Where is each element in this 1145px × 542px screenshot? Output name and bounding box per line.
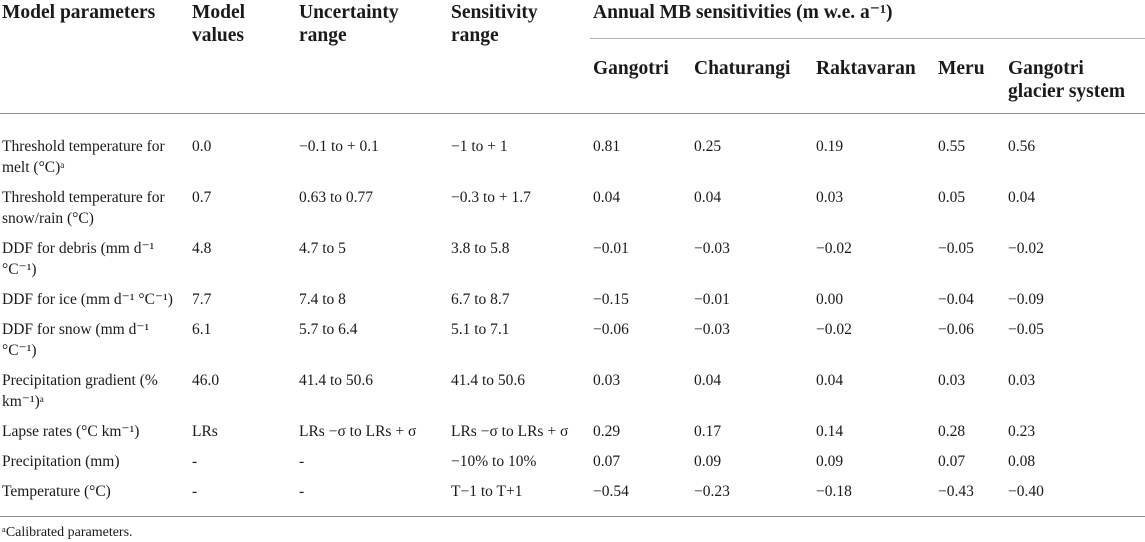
raktavaran-value: 0.03: [816, 189, 844, 206]
chaturangi-value: −0.03: [694, 321, 730, 338]
gangotri-value: 0.81: [593, 138, 621, 155]
sensitivity-range: 5.1 to 7.1: [451, 321, 510, 338]
param-name: Lapse rates (°C km⁻¹): [2, 423, 140, 440]
uncertainty-range: -: [299, 453, 305, 470]
group-divider: [590, 38, 1145, 39]
meru-value: −0.43: [938, 483, 974, 500]
raktavaran-value: 0.04: [816, 372, 844, 389]
meru-value: −0.06: [938, 321, 974, 338]
chaturangi-value: 0.04: [694, 189, 722, 206]
model-value: -: [192, 453, 198, 470]
param-name: Precipitation (mm): [2, 453, 120, 470]
raktavaran-value: −0.02: [816, 240, 852, 257]
gangotri-value: −0.15: [593, 291, 629, 308]
uncertainty-range: 0.63 to 0.77: [299, 189, 374, 206]
gangotri-value: −0.06: [593, 321, 629, 338]
sensitivity-range: 6.7 to 8.7: [451, 291, 510, 308]
meru-value: 0.05: [938, 189, 966, 206]
gangotri-value: −0.54: [593, 483, 629, 500]
meru-value: 0.55: [938, 138, 966, 155]
footnote: ᵃCalibrated parameters.: [2, 525, 133, 540]
raktavaran-value: −0.18: [816, 483, 852, 500]
param-name: DDF for debris (mm d⁻¹ °C⁻¹): [2, 240, 155, 278]
chaturangi-value: 0.09: [694, 453, 722, 470]
uncertainty-range: 4.7 to 5: [299, 240, 346, 257]
sensitivity-range: −0.3 to + 1.7: [451, 189, 531, 206]
param-name: DDF for snow (mm d⁻¹ °C⁻¹): [2, 321, 150, 359]
uncertainty-range: LRs −σ to LRs + σ: [299, 423, 417, 440]
header-sensitivity-range: Sensitivity range: [451, 2, 538, 46]
system-value: −0.02: [1008, 240, 1044, 257]
chaturangi-value: −0.01: [694, 291, 730, 308]
meru-value: −0.05: [938, 240, 974, 257]
chaturangi-value: 0.04: [694, 372, 722, 389]
model-value: 4.8: [192, 240, 212, 257]
system-value: 0.23: [1008, 423, 1036, 440]
header-chaturangi: Chaturangi: [694, 58, 791, 79]
header-model-parameters: Model parameters: [2, 2, 156, 23]
system-value: −0.40: [1008, 483, 1044, 500]
table-bottom-rule: [0, 516, 1145, 517]
system-value: 0.04: [1008, 189, 1036, 206]
sensitivity-range: −10% to 10%: [451, 453, 537, 470]
system-value: −0.05: [1008, 321, 1044, 338]
system-value: −0.09: [1008, 291, 1044, 308]
param-name: Threshold temperature for melt (°C)ᵃ: [2, 138, 165, 176]
sensitivity-range: LRs −σ to LRs + σ: [451, 423, 569, 440]
raktavaran-value: 0.19: [816, 138, 844, 155]
param-name: Threshold temperature for snow/rain (°C): [2, 189, 165, 227]
meru-value: 0.28: [938, 423, 966, 440]
chaturangi-value: 0.17: [694, 423, 722, 440]
uncertainty-range: -: [299, 483, 305, 500]
header-model-values: Model values: [192, 2, 246, 46]
header-bottom-rule: [0, 113, 1145, 114]
meru-value: 0.07: [938, 453, 966, 470]
gangotri-value: 0.07: [593, 453, 621, 470]
model-value: -: [192, 483, 198, 500]
header-gangotri-glacier-system: Gangotri glacier system: [1008, 58, 1126, 102]
model-value: 0.0: [192, 138, 212, 155]
sensitivity-range: 3.8 to 5.8: [451, 240, 510, 257]
gangotri-value: 0.29: [593, 423, 621, 440]
sensitivity-range: 41.4 to 50.6: [451, 372, 526, 389]
chaturangi-value: −0.23: [694, 483, 730, 500]
chaturangi-value: 0.25: [694, 138, 722, 155]
gangotri-value: 0.04: [593, 189, 621, 206]
header-gangotri: Gangotri: [593, 58, 669, 79]
raktavaran-value: 0.09: [816, 453, 844, 470]
meru-value: −0.04: [938, 291, 974, 308]
uncertainty-range: −0.1 to + 0.1: [299, 138, 379, 155]
header-raktavaran: Raktavaran: [816, 58, 916, 79]
header-meru: Meru: [938, 58, 985, 79]
uncertainty-range: 7.4 to 8: [299, 291, 346, 308]
sensitivity-range: T−1 to T+1: [451, 483, 523, 500]
model-value: 0.7: [192, 189, 212, 206]
system-value: 0.03: [1008, 372, 1036, 389]
model-value: 7.7: [192, 291, 212, 308]
system-value: 0.56: [1008, 138, 1036, 155]
gangotri-value: −0.01: [593, 240, 629, 257]
sensitivity-range: −1 to + 1: [451, 138, 508, 155]
param-name: Precipitation gradient (% km⁻¹)ᵃ: [2, 372, 158, 410]
uncertainty-range: 5.7 to 6.4: [299, 321, 358, 338]
system-value: 0.08: [1008, 453, 1036, 470]
param-name: DDF for ice (mm d⁻¹ °C⁻¹): [2, 291, 173, 308]
model-value: 6.1: [192, 321, 212, 338]
raktavaran-value: −0.02: [816, 321, 852, 338]
header-annual-mb-group: Annual MB sensitivities (m w.e. a⁻¹): [593, 2, 893, 23]
model-value: LRs: [192, 423, 218, 440]
raktavaran-value: 0.14: [816, 423, 844, 440]
chaturangi-value: −0.03: [694, 240, 730, 257]
model-value: 46.0: [192, 372, 220, 389]
raktavaran-value: 0.00: [816, 291, 844, 308]
param-name: Temperature (°C): [2, 483, 111, 500]
gangotri-value: 0.03: [593, 372, 621, 389]
meru-value: 0.03: [938, 372, 966, 389]
uncertainty-range: 41.4 to 50.6: [299, 372, 374, 389]
header-uncertainty-range: Uncertainty range: [299, 2, 399, 46]
